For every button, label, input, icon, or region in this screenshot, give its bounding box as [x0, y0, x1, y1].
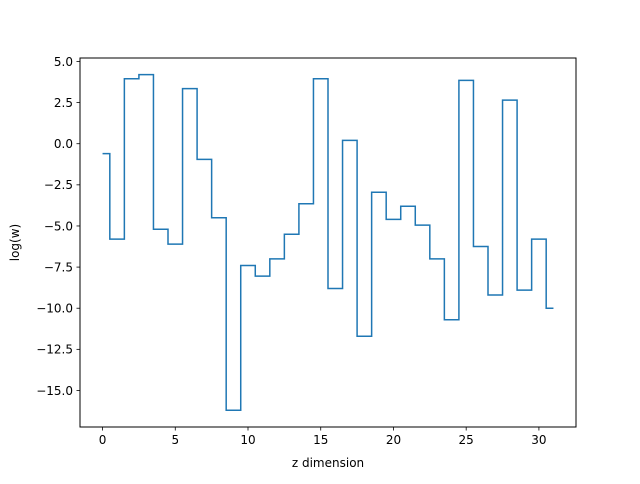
series-line [102, 73, 554, 411]
y-tick-label: −12.5 [36, 343, 73, 357]
y-tick-label: 0.0 [54, 137, 73, 151]
y-tick-label: −10.0 [36, 302, 73, 316]
x-tick-label: 10 [240, 433, 255, 447]
x-tick-label: 0 [99, 433, 107, 447]
x-tick-label: 25 [459, 433, 474, 447]
x-tick-label: 20 [386, 433, 401, 447]
y-tick-label: −7.5 [44, 260, 73, 274]
x-tick-label: 5 [171, 433, 179, 447]
y-axis-label: log(w) [8, 224, 22, 261]
x-axis-ticks: 0 5 10 15 20 25 30 [99, 427, 547, 447]
y-axis-ticks: 5.0 2.5 0.0 −2.5 −5.0 −7.5 −10.0 −12.5 −15.0 [36, 55, 80, 398]
y-tick-label: 5.0 [54, 55, 73, 69]
plot-area [102, 73, 554, 411]
y-tick-label: −15.0 [36, 384, 73, 398]
x-tick-label: 30 [531, 433, 546, 447]
x-axis-label: z dimension [292, 456, 364, 470]
y-tick-label: −2.5 [44, 178, 73, 192]
x-tick-label: 15 [313, 433, 328, 447]
axes-frame [79, 57, 577, 428]
y-tick-label: 2.5 [54, 96, 73, 110]
y-tick-label: −5.0 [44, 219, 73, 233]
